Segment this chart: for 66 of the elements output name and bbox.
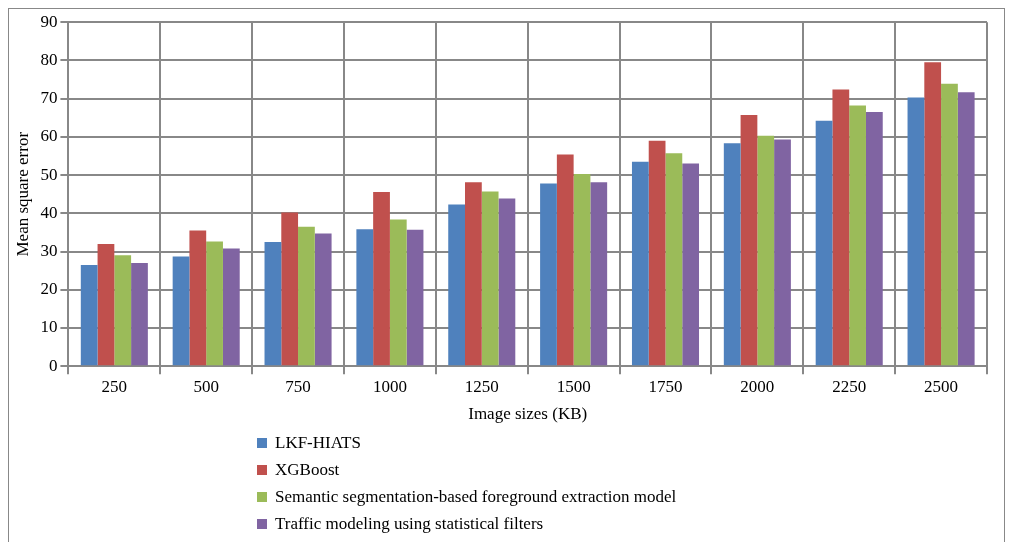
y-tick-label: 60 bbox=[40, 126, 58, 146]
bar bbox=[80, 264, 98, 366]
y-tick-label: 50 bbox=[40, 164, 58, 184]
bar bbox=[389, 219, 407, 366]
x-tick-label: 2000 bbox=[740, 376, 775, 396]
x-tick-label: 500 bbox=[193, 376, 219, 396]
bar bbox=[631, 161, 649, 366]
bar bbox=[924, 62, 942, 366]
bar bbox=[832, 89, 850, 366]
bar bbox=[865, 112, 883, 366]
y-tick-label: 80 bbox=[40, 49, 58, 69]
legend-label: XGBoost bbox=[275, 459, 340, 480]
bar bbox=[481, 191, 499, 366]
y-axis-title: Mean square error bbox=[12, 131, 32, 257]
y-tick-label: 70 bbox=[40, 88, 58, 108]
bar bbox=[815, 120, 833, 366]
bar bbox=[573, 173, 591, 366]
bar bbox=[907, 97, 925, 366]
x-tick-label: 750 bbox=[285, 376, 311, 396]
bar bbox=[172, 256, 190, 366]
bar bbox=[757, 135, 775, 366]
x-tick-label: 1500 bbox=[556, 376, 591, 396]
legend-label: Semantic segmentation-based foreground extraction model bbox=[275, 486, 677, 507]
x-tick-label: 250 bbox=[101, 376, 128, 396]
y-tick-label: 40 bbox=[40, 202, 58, 222]
x-tick-label: 2250 bbox=[832, 376, 867, 396]
bar bbox=[448, 204, 466, 366]
bar bbox=[498, 198, 516, 366]
bar bbox=[774, 139, 791, 366]
bar bbox=[465, 182, 482, 366]
legend-label: Traffic modeling using statistical filters bbox=[275, 513, 544, 534]
bar bbox=[648, 140, 666, 366]
bar bbox=[264, 241, 282, 366]
bar bbox=[556, 154, 574, 366]
y-tick-label: 0 bbox=[48, 355, 58, 375]
y-tick-label: 20 bbox=[40, 279, 58, 299]
bar bbox=[406, 229, 424, 366]
bar bbox=[97, 243, 115, 366]
bar bbox=[941, 83, 958, 366]
x-axis-title: Image sizes (KB) bbox=[468, 404, 588, 424]
bar bbox=[849, 105, 866, 366]
bar bbox=[356, 229, 374, 366]
bar bbox=[114, 255, 132, 366]
bar bbox=[665, 153, 683, 366]
bar bbox=[682, 163, 700, 366]
y-tick-label: 10 bbox=[40, 317, 58, 337]
y-tick-label: 30 bbox=[40, 241, 58, 260]
bar bbox=[590, 182, 608, 366]
bar bbox=[206, 241, 223, 366]
bar bbox=[957, 92, 975, 366]
bar bbox=[373, 191, 390, 366]
bar bbox=[723, 143, 741, 366]
bar bbox=[314, 233, 332, 366]
bar bbox=[740, 115, 758, 366]
bar bbox=[222, 248, 240, 366]
bar bbox=[281, 212, 299, 366]
bar bbox=[540, 183, 557, 366]
x-tick-label: 1750 bbox=[648, 376, 683, 396]
x-tick-label: 1000 bbox=[372, 376, 407, 396]
bar bbox=[131, 263, 148, 366]
x-tick-label: 2500 bbox=[924, 376, 959, 396]
legend-label: LKF-HIATS bbox=[275, 432, 361, 453]
bar bbox=[298, 226, 315, 366]
y-tick-label: 90 bbox=[40, 11, 58, 31]
x-tick-label: 1250 bbox=[464, 376, 499, 396]
bar bbox=[189, 230, 207, 366]
